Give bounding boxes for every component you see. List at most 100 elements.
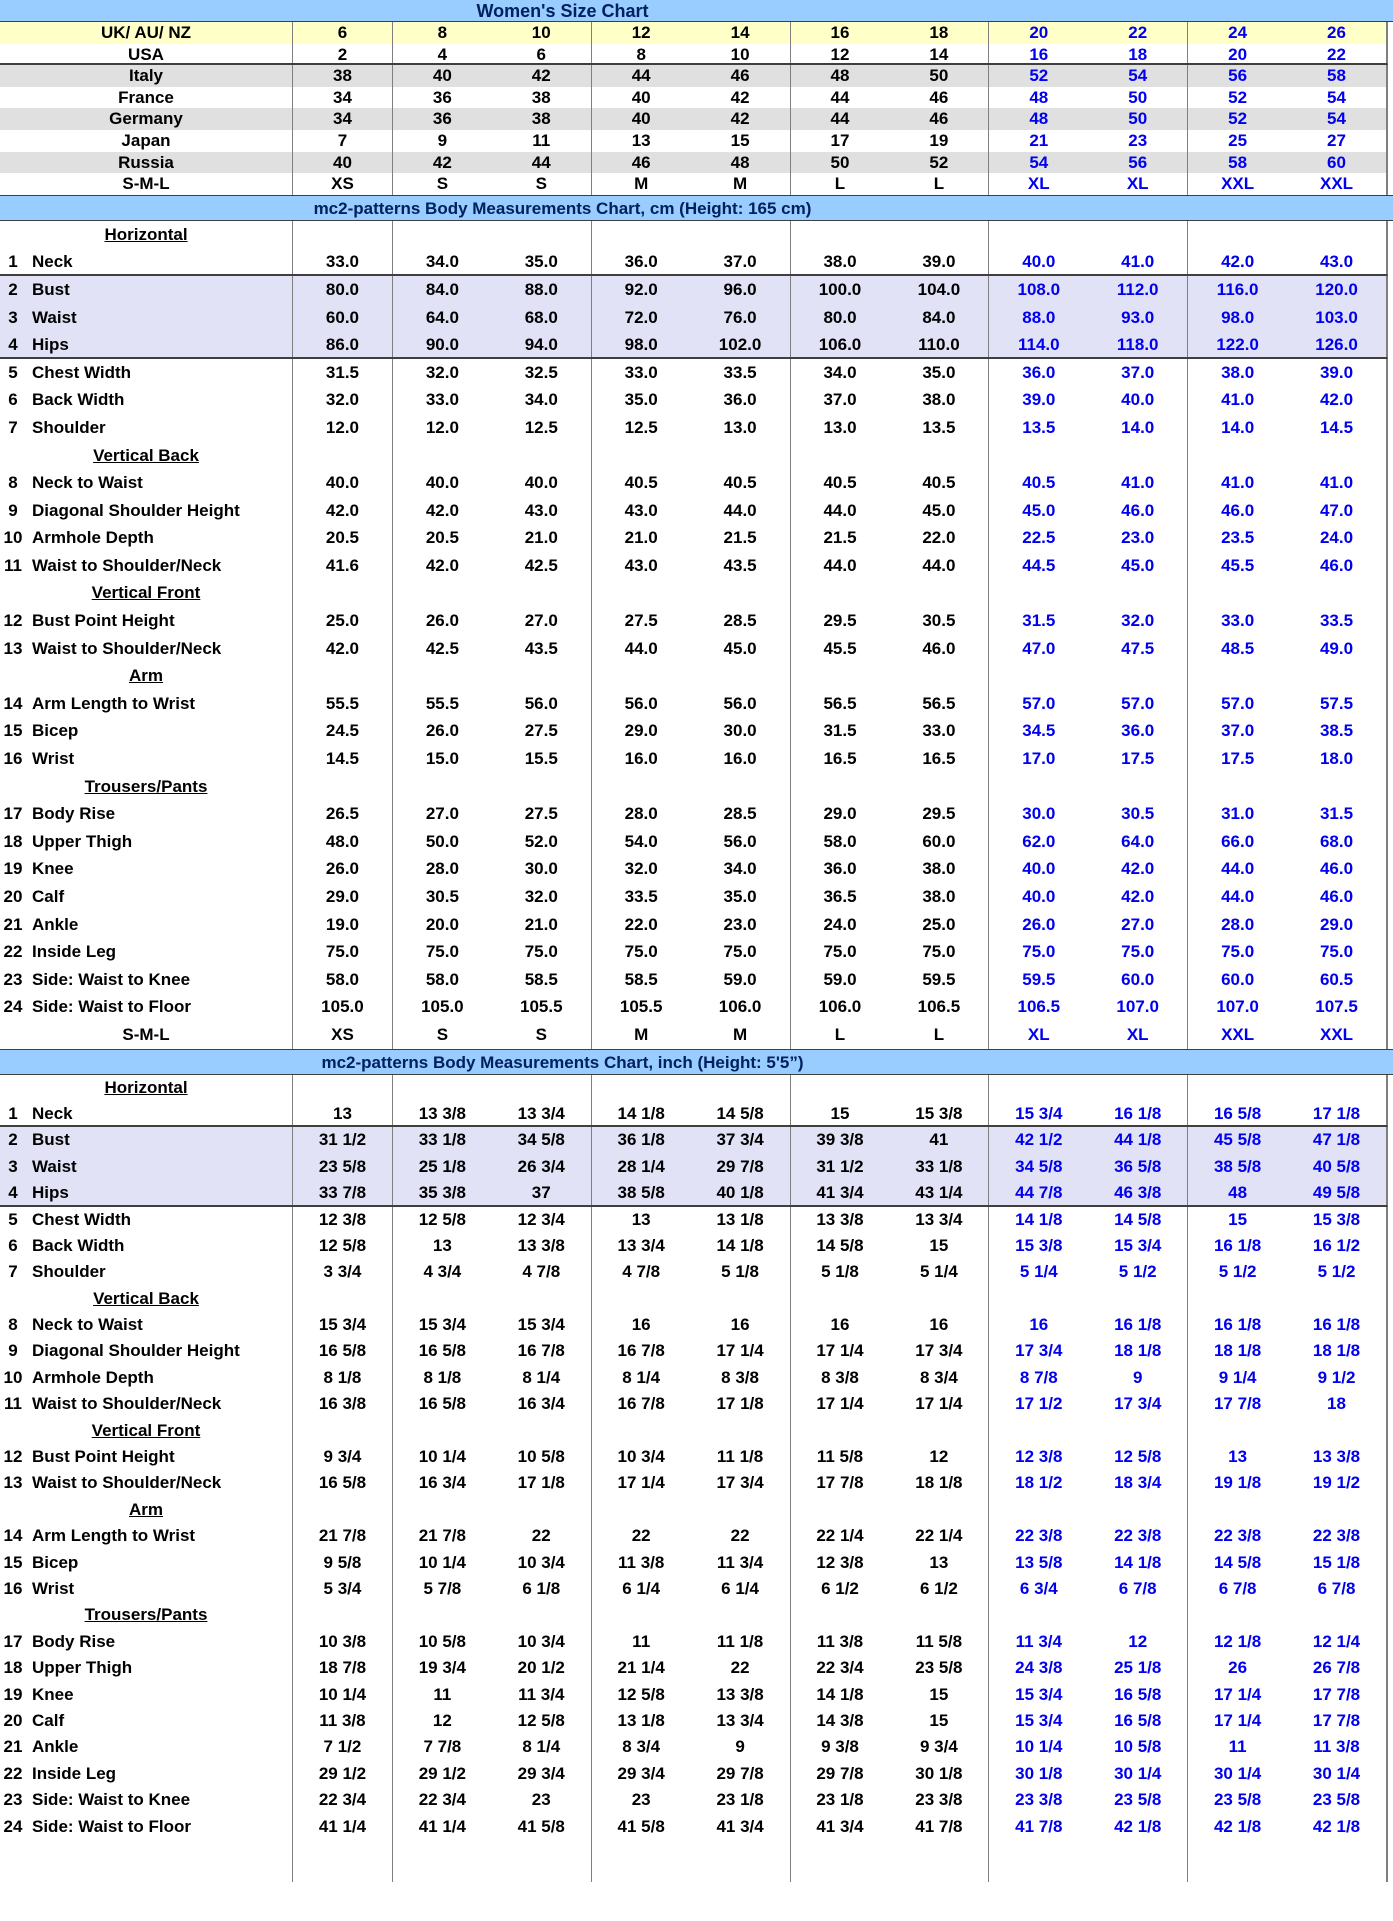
measure-cell: 43.0 (624, 500, 658, 520)
measure-cell: 8 3/4 (622, 1737, 661, 1757)
measure-cell: 16 (1029, 1315, 1049, 1335)
measure-cell: 29.5 (889, 800, 990, 828)
row-number: 11 (4, 555, 22, 575)
measure-cell: 40.0 (492, 469, 592, 497)
measure-cell: 13 3/4 (617, 1235, 665, 1255)
empty-cell (1188, 1840, 1287, 1882)
empty-cell (791, 1840, 890, 1882)
measure-cell: M (691, 1020, 791, 1049)
measure-row: 6 Back Width 12 5/8 13 13 3/8 13 3/4 14 1/8 14 … (0, 1232, 1388, 1260)
measure-cell: 105.5 (492, 993, 592, 1021)
measure-cell: 57.0 (1022, 693, 1056, 713)
measure-cell: 41 1/4 (418, 1816, 466, 1836)
measure-cell: 37.0 (691, 248, 791, 274)
measure-cell: 41.0 (1221, 390, 1255, 410)
measure-cell: 22 (492, 1523, 592, 1550)
measure-cell (1287, 662, 1387, 690)
measure-cell: 22 3/4 (418, 1790, 466, 1810)
measure-cell: 30 1/8 (1015, 1763, 1063, 1783)
row-label: 24 Side: Waist to Floor (0, 1813, 293, 1840)
size-cell: 46 (889, 108, 990, 130)
row-label: 12 Bust Point Height (0, 1444, 293, 1471)
measure-cell: 29.0 (293, 883, 393, 911)
size-cell: 50 (889, 65, 990, 87)
measure-cell: 23 5/8 (1287, 1787, 1387, 1814)
row-label-text: Side: Waist to Floor (32, 997, 191, 1017)
row-number: 19 (3, 859, 23, 879)
row-label: 18 Upper Thigh (0, 1655, 293, 1682)
size-cell: 58 (1287, 65, 1387, 87)
measure-cell: 14.5 (1287, 413, 1387, 442)
row-label-text: Calf (32, 887, 65, 906)
section-header-row: Vertical Front (0, 1417, 1388, 1445)
section-header-row: Trousers/Pants (0, 1602, 1388, 1629)
measure-cell (393, 579, 492, 607)
measure-cell: 13 (631, 1209, 651, 1229)
row-label-text: Shoulder (32, 417, 106, 437)
empty-row (0, 1839, 1388, 1882)
measure-cell: 13 1/8 (617, 1710, 665, 1730)
measure-cell: 31.5 (1287, 800, 1387, 828)
measure-cell: 27.5 (624, 611, 658, 631)
measure-cell: 56.0 (691, 689, 791, 718)
size-row: Germany 34 36 38 40 42 44 46 48 50 52 54 (0, 108, 1388, 130)
measure-cell: 43.0 (624, 555, 658, 575)
measure-cell: 116.0 (1216, 279, 1259, 299)
measure-cell: 47.0 (1287, 496, 1387, 525)
row-number: 18 (3, 1658, 23, 1678)
size-cell: 48 (691, 151, 791, 174)
measure-cell: 31 1/2 (816, 1156, 864, 1176)
measure-cell: 14 5/8 (816, 1235, 864, 1255)
size-cell: 7 (293, 129, 393, 152)
measure-cell: 21 7/8 (418, 1526, 466, 1546)
measure-cell (1287, 1496, 1387, 1524)
section-label-text: Vertical Back (93, 1288, 199, 1308)
measure-cell: 62.0 (1022, 831, 1056, 851)
row-label-text: Bicep (32, 721, 79, 741)
measure-cell (492, 441, 592, 470)
measure-cell: 80.0 (823, 307, 857, 327)
measure-cell: 25.0 (293, 607, 393, 635)
measure-cell: 11 5/8 (889, 1628, 990, 1656)
row-number: 13 (3, 638, 23, 658)
measure-cell: 6 1/2 (889, 1575, 990, 1603)
measure-cell: 58.5 (624, 969, 658, 989)
empty-cell (393, 1840, 492, 1882)
measure-cell: 24.5 (293, 717, 393, 746)
measure-cell: 22 (631, 1526, 651, 1546)
row-number: 7 (8, 417, 18, 437)
size-cell: XS (293, 173, 393, 195)
measure-cell: 36.0 (624, 252, 658, 272)
measure-cell: 26 3/4 (492, 1153, 592, 1181)
measure-cell (989, 1418, 1088, 1444)
size-cell: L (834, 174, 846, 194)
size-cell: 40 (631, 87, 651, 107)
measure-cell: 26.0 (293, 855, 393, 883)
measure-cell: 11 3/8 (618, 1552, 665, 1572)
measure-cell: 60.5 (1287, 965, 1387, 994)
section-label-text: Trousers/Pants (84, 776, 208, 796)
measure-cell: 106.5 (1017, 997, 1061, 1017)
measure-cell (1287, 220, 1387, 249)
measure-cell: 32.0 (1088, 607, 1189, 635)
measure-cell: 39 3/8 (816, 1130, 864, 1150)
measure-cell: 42.0 (293, 496, 393, 525)
measure-cell: 42.0 (1287, 386, 1387, 414)
measure-cell (889, 662, 990, 690)
row-number: 17 (3, 1631, 23, 1651)
measure-cell: 40.0 (1088, 386, 1189, 414)
measure-cell: 92.0 (624, 279, 658, 299)
measure-cell (393, 221, 492, 249)
measure-cell: 37.0 (1221, 721, 1255, 741)
measure-cell: 17 7/8 (1287, 1707, 1387, 1735)
size-cell: 42 (691, 108, 791, 130)
measure-cell: 42 1/8 (1213, 1816, 1262, 1836)
measure-cell: 11 3/4 (691, 1549, 791, 1576)
row-number: 23 (3, 1790, 23, 1810)
measure-cell: L (889, 1020, 990, 1049)
measure-cell: 29 3/4 (492, 1760, 592, 1788)
measure-row: 9 Diagonal Shoulder Height 16 5/8 16 5/8 16 … (0, 1338, 1388, 1365)
measure-cell: 27.0 (1088, 910, 1189, 939)
measure-row: 22 Inside Leg 29 1/2 29 1/2 29 3/4 29 3/4 29 7… (0, 1760, 1388, 1788)
size-cell: 13 (631, 130, 651, 150)
